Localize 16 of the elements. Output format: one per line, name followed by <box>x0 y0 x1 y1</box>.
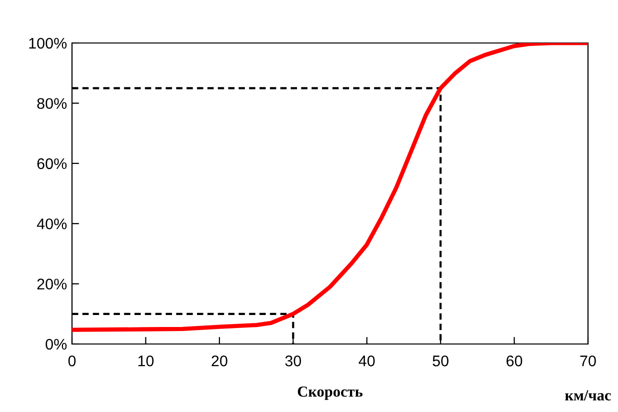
y-tick-label: 60% <box>37 158 67 170</box>
x-tick-label: 50 <box>432 356 448 366</box>
x-tick-label: 20 <box>212 356 228 366</box>
y-tick-label: 40% <box>36 218 67 230</box>
x-axis-title: Скорость <box>298 386 363 400</box>
y-tick-label: 20% <box>37 278 67 290</box>
text: км/час <box>565 390 611 400</box>
x-tick-label: 0 <box>68 356 76 366</box>
x-tick-label: 70 <box>580 356 596 366</box>
x-tick-label: 40 <box>358 356 375 366</box>
x-tick-label: 60 <box>506 356 522 366</box>
x-tick-label: 30 <box>285 356 302 366</box>
y-tick-label: 100% <box>29 38 67 49</box>
x-tick-label: 10 <box>138 356 154 366</box>
y-tick-label: 80% <box>37 98 67 109</box>
y-tick-label: 0% <box>46 338 67 350</box>
